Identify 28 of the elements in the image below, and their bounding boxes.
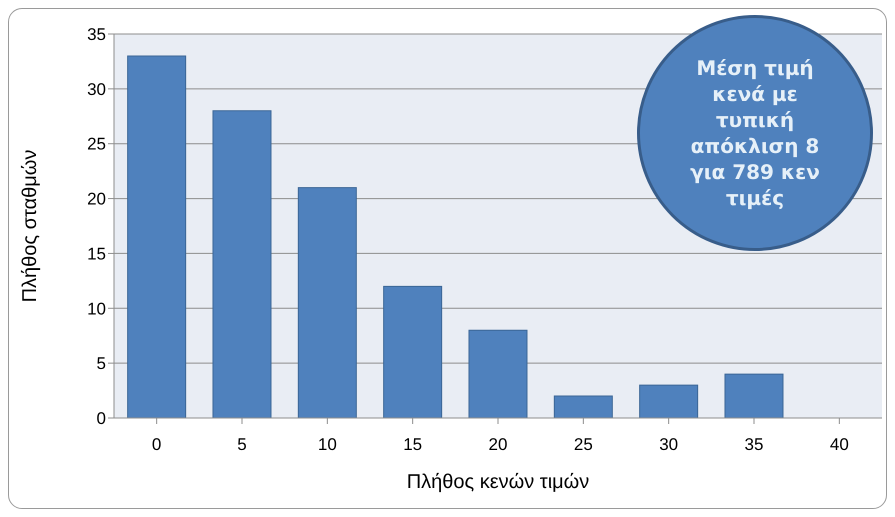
y-tick-label: 5: [96, 354, 106, 374]
y-tick-label: 15: [87, 244, 106, 264]
x-tick-label: 0: [152, 435, 162, 454]
bar: [554, 396, 613, 418]
y-tick-label: 35: [87, 25, 106, 44]
bar: [212, 110, 272, 418]
bar: [383, 286, 442, 418]
x-tick-label: 25: [574, 435, 593, 454]
x-tick-label: 40: [830, 435, 849, 454]
y-tick-label: 25: [87, 134, 106, 154]
bar: [468, 330, 528, 418]
y-tick-label: 0: [96, 409, 106, 428]
annotation: Μέση τιμή κενά με τυπική απόκλιση 8 για 789 κεν τιμές: [689, 55, 821, 211]
y-tick-label: 30: [87, 80, 106, 99]
y-axis-title: Πλήθος σταθμών: [19, 150, 42, 302]
x-axis-title: Πλήθος κενών τιμών: [406, 471, 590, 493]
x-tick-label: 35: [744, 435, 764, 454]
bar: [127, 55, 186, 418]
y-tick-label: 20: [87, 190, 106, 209]
bar: [298, 187, 357, 418]
x-tick-label: 15: [403, 435, 422, 454]
x-tick-label: 10: [318, 435, 337, 454]
x-tick-label: 20: [488, 435, 508, 454]
bar: [724, 374, 784, 418]
x-tick-label: 30: [659, 435, 678, 454]
bar: [639, 384, 698, 418]
x-tick-label: 5: [237, 435, 247, 454]
y-tick-label: 10: [87, 299, 106, 318]
